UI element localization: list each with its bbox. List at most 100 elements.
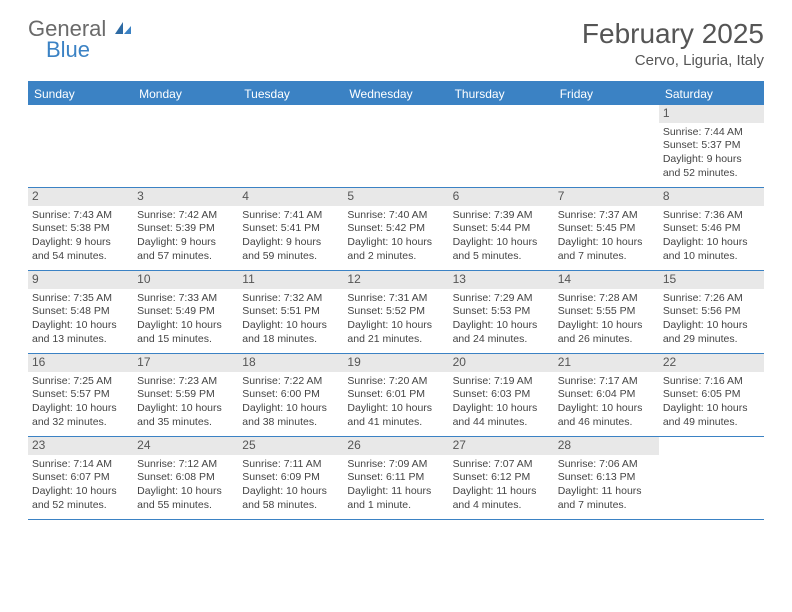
daylight-text: and 52 minutes. [663, 167, 760, 181]
week-row: 2Sunrise: 7:43 AMSunset: 5:38 PMDaylight… [28, 188, 764, 271]
sunset-text: Sunset: 6:04 PM [558, 388, 655, 402]
daylight-text: Daylight: 9 hours [242, 236, 339, 250]
sunset-text: Sunset: 5:51 PM [242, 305, 339, 319]
day-number: 25 [238, 437, 343, 455]
day-number: 5 [343, 188, 448, 206]
daylight-text: and 7 minutes. [558, 499, 655, 513]
daylight-text: Daylight: 10 hours [453, 319, 550, 333]
day-cell: 11Sunrise: 7:32 AMSunset: 5:51 PMDayligh… [238, 271, 343, 353]
daylight-text: Daylight: 10 hours [663, 236, 760, 250]
daylight-text: and 15 minutes. [137, 333, 234, 347]
day-number: 8 [659, 188, 764, 206]
daylight-text: Daylight: 10 hours [453, 236, 550, 250]
day-number: 18 [238, 354, 343, 372]
day-cell: 14Sunrise: 7:28 AMSunset: 5:55 PMDayligh… [554, 271, 659, 353]
day-number: 23 [28, 437, 133, 455]
day-cell: 28Sunrise: 7:06 AMSunset: 6:13 PMDayligh… [554, 437, 659, 519]
daylight-text: Daylight: 10 hours [663, 402, 760, 416]
daylight-text: and 18 minutes. [242, 333, 339, 347]
daylight-text: and 13 minutes. [32, 333, 129, 347]
daylight-text: Daylight: 11 hours [347, 485, 444, 499]
sunrise-text: Sunrise: 7:11 AM [242, 458, 339, 472]
day-number: 26 [343, 437, 448, 455]
sunset-text: Sunset: 6:12 PM [453, 471, 550, 485]
day-number: 6 [449, 188, 554, 206]
day-cell: 26Sunrise: 7:09 AMSunset: 6:11 PMDayligh… [343, 437, 448, 519]
day-cell: 5Sunrise: 7:40 AMSunset: 5:42 PMDaylight… [343, 188, 448, 270]
day-number: 2 [28, 188, 133, 206]
empty-cell [659, 437, 764, 519]
sunrise-text: Sunrise: 7:16 AM [663, 375, 760, 389]
sunrise-text: Sunrise: 7:41 AM [242, 209, 339, 223]
day-number: 11 [238, 271, 343, 289]
daylight-text: Daylight: 10 hours [137, 485, 234, 499]
day-cell: 27Sunrise: 7:07 AMSunset: 6:12 PMDayligh… [449, 437, 554, 519]
day-number: 19 [343, 354, 448, 372]
sunset-text: Sunset: 5:38 PM [32, 222, 129, 236]
sunrise-text: Sunrise: 7:07 AM [453, 458, 550, 472]
daylight-text: Daylight: 10 hours [347, 236, 444, 250]
sunrise-text: Sunrise: 7:12 AM [137, 458, 234, 472]
title-month: February 2025 [582, 18, 764, 50]
day-cell: 12Sunrise: 7:31 AMSunset: 5:52 PMDayligh… [343, 271, 448, 353]
day-cell: 1Sunrise: 7:44 AMSunset: 5:37 PMDaylight… [659, 105, 764, 187]
sunset-text: Sunset: 5:45 PM [558, 222, 655, 236]
day-cell: 13Sunrise: 7:29 AMSunset: 5:53 PMDayligh… [449, 271, 554, 353]
sunset-text: Sunset: 5:39 PM [137, 222, 234, 236]
sunrise-text: Sunrise: 7:06 AM [558, 458, 655, 472]
sunset-text: Sunset: 6:09 PM [242, 471, 339, 485]
day-cell: 4Sunrise: 7:41 AMSunset: 5:41 PMDaylight… [238, 188, 343, 270]
day-header: Saturday [659, 83, 764, 105]
day-cell: 19Sunrise: 7:20 AMSunset: 6:01 PMDayligh… [343, 354, 448, 436]
day-cell: 6Sunrise: 7:39 AMSunset: 5:44 PMDaylight… [449, 188, 554, 270]
sunset-text: Sunset: 6:03 PM [453, 388, 550, 402]
daylight-text: Daylight: 10 hours [32, 402, 129, 416]
day-header: Monday [133, 83, 238, 105]
daylight-text: and 4 minutes. [453, 499, 550, 513]
day-number: 16 [28, 354, 133, 372]
sunrise-text: Sunrise: 7:31 AM [347, 292, 444, 306]
week-row: 1Sunrise: 7:44 AMSunset: 5:37 PMDaylight… [28, 105, 764, 188]
day-cell: 3Sunrise: 7:42 AMSunset: 5:39 PMDaylight… [133, 188, 238, 270]
daylight-text: Daylight: 10 hours [347, 319, 444, 333]
daylight-text: Daylight: 10 hours [32, 319, 129, 333]
daylight-text: Daylight: 10 hours [347, 402, 444, 416]
sunrise-text: Sunrise: 7:42 AM [137, 209, 234, 223]
day-number: 1 [659, 105, 764, 123]
day-number: 14 [554, 271, 659, 289]
sunset-text: Sunset: 5:57 PM [32, 388, 129, 402]
weeks: 1Sunrise: 7:44 AMSunset: 5:37 PMDaylight… [28, 105, 764, 520]
daylight-text: Daylight: 10 hours [137, 402, 234, 416]
sunset-text: Sunset: 6:13 PM [558, 471, 655, 485]
sunset-text: Sunset: 6:05 PM [663, 388, 760, 402]
week-row: 23Sunrise: 7:14 AMSunset: 6:07 PMDayligh… [28, 437, 764, 520]
day-cell: 15Sunrise: 7:26 AMSunset: 5:56 PMDayligh… [659, 271, 764, 353]
week-row: 9Sunrise: 7:35 AMSunset: 5:48 PMDaylight… [28, 271, 764, 354]
daylight-text: Daylight: 10 hours [558, 236, 655, 250]
day-cell: 16Sunrise: 7:25 AMSunset: 5:57 PMDayligh… [28, 354, 133, 436]
title-location: Cervo, Liguria, Italy [582, 52, 764, 69]
day-header: Wednesday [343, 83, 448, 105]
day-cell: 8Sunrise: 7:36 AMSunset: 5:46 PMDaylight… [659, 188, 764, 270]
day-cell: 18Sunrise: 7:22 AMSunset: 6:00 PMDayligh… [238, 354, 343, 436]
day-number: 28 [554, 437, 659, 455]
day-number: 4 [238, 188, 343, 206]
sunrise-text: Sunrise: 7:14 AM [32, 458, 129, 472]
daylight-text: and 41 minutes. [347, 416, 444, 430]
day-header: Thursday [449, 83, 554, 105]
week-row: 16Sunrise: 7:25 AMSunset: 5:57 PMDayligh… [28, 354, 764, 437]
empty-cell [449, 105, 554, 187]
daylight-text: Daylight: 9 hours [32, 236, 129, 250]
day-number: 15 [659, 271, 764, 289]
daylight-text: and 26 minutes. [558, 333, 655, 347]
calendar: SundayMondayTuesdayWednesdayThursdayFrid… [28, 81, 764, 520]
sunrise-text: Sunrise: 7:43 AM [32, 209, 129, 223]
daylight-text: and 24 minutes. [453, 333, 550, 347]
sunrise-text: Sunrise: 7:40 AM [347, 209, 444, 223]
daylight-text: and 2 minutes. [347, 250, 444, 264]
empty-cell [343, 105, 448, 187]
sunrise-text: Sunrise: 7:36 AM [663, 209, 760, 223]
title-block: February 2025 Cervo, Liguria, Italy [582, 18, 764, 69]
sunrise-text: Sunrise: 7:32 AM [242, 292, 339, 306]
sunrise-text: Sunrise: 7:29 AM [453, 292, 550, 306]
